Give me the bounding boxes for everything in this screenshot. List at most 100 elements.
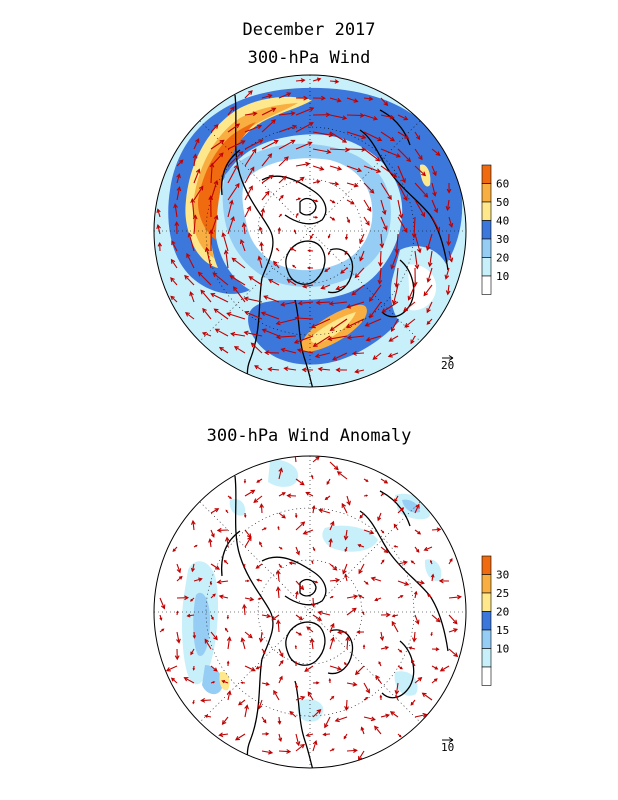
wind-arrow: [346, 607, 357, 616]
wind-arrow-head: [243, 565, 246, 569]
wind-arrow: [312, 740, 317, 752]
wind-arrow: [261, 750, 273, 754]
wind-arrow-head: [398, 734, 402, 738]
wind-arrow: [193, 169, 200, 184]
wind-arrow: [329, 182, 339, 185]
wind-arrow-head: [307, 141, 313, 146]
wind-arrow-head: [250, 489, 256, 495]
wind-arrow: [210, 631, 218, 640]
wind-arrow-head: [426, 308, 431, 314]
wind-arrow: [346, 749, 357, 752]
wind-arrow-head: [344, 236, 349, 241]
wind-arrow-head: [370, 576, 376, 582]
panel2-colorbar-label: 15: [496, 624, 509, 637]
wind-arrow: [174, 204, 178, 218]
wind-arrow-head: [246, 205, 251, 211]
wind-arrow-head: [218, 594, 224, 600]
wind-arrow-head: [204, 246, 210, 252]
wind-arrow-head: [240, 637, 246, 643]
wind-arrow-head: [262, 650, 266, 654]
wind-arrow-head: [393, 545, 397, 548]
wind-arrow-head: [208, 229, 214, 235]
wind-arrow-head: [263, 527, 267, 531]
wind-arrow-head: [212, 593, 216, 597]
wind-arrow-head: [358, 594, 362, 598]
wind-arrow-head: [306, 266, 311, 270]
wind-arrow-head: [263, 295, 269, 300]
wind-arrow: [355, 665, 365, 675]
panel1-colorbar-swatch: [481, 183, 492, 203]
wind-arrow-head: [312, 342, 318, 347]
wind-arrow-head: [357, 755, 363, 761]
wind-arrow: [185, 312, 195, 320]
wind-arrow-head: [387, 195, 392, 201]
panel2-reference-vector: 10: [441, 737, 454, 754]
wind-arrow: [414, 614, 419, 624]
wind-arrow-head: [345, 636, 351, 642]
wind-arrow-head: [281, 492, 286, 496]
wind-arrow: [201, 699, 212, 702]
wind-arrow: [278, 112, 295, 116]
wind-arrow-head: [264, 190, 270, 196]
wind-arrow-head: [264, 350, 270, 356]
wind-arrow: [304, 665, 314, 672]
wind-arrow: [261, 208, 264, 218]
wind-arrow: [414, 233, 421, 253]
wind-arrow: [170, 277, 178, 286]
wind-arrow: [328, 335, 348, 340]
wind-arrow: [176, 631, 180, 643]
wind-arrow-head: [357, 544, 362, 548]
wind-arrow-head: [432, 171, 437, 177]
wind-arrow-head: [360, 726, 365, 731]
wind-arrow-head: [275, 320, 281, 326]
wind-arrow: [342, 563, 348, 574]
wind-arrow-head: [174, 221, 180, 227]
wind-arrow-head: [249, 596, 255, 602]
wind-arrow: [295, 614, 303, 620]
wind-arrow-head: [237, 701, 243, 706]
wind-arrow: [184, 275, 195, 286]
wind-arrow: [244, 529, 252, 538]
wind-arrow-head: [433, 208, 439, 214]
wind-arrow-head: [364, 322, 370, 327]
wind-arrow: [227, 106, 235, 116]
wind-arrow: [404, 318, 416, 328]
panel2-colorbar-label: 30: [496, 569, 509, 582]
wind-arrow-head: [311, 504, 316, 510]
wind-arrow: [312, 456, 320, 463]
wind-arrow: [411, 659, 416, 667]
wind-arrow-head: [283, 156, 289, 162]
wind-arrow: [395, 233, 399, 253]
wind-arrow-head: [306, 626, 311, 631]
wind-arrow-head: [186, 613, 191, 618]
wind-arrow-head: [243, 480, 247, 484]
wind-arrow-head: [293, 229, 297, 233]
wind-arrow-head: [266, 613, 272, 619]
wind-arrow-head: [320, 285, 326, 290]
wind-arrow: [379, 250, 382, 266]
wind-arrow: [227, 216, 235, 235]
wind-arrow: [227, 165, 238, 184]
wind-arrow-head: [344, 573, 348, 578]
wind-arrow-head: [235, 182, 240, 188]
wind-arrow: [395, 267, 399, 287]
wind-arrow: [448, 628, 458, 633]
wind-arrow-head: [337, 629, 343, 635]
panel2-colorbar-label: 20: [496, 606, 509, 619]
wind-arrow-head: [377, 516, 382, 522]
wind-arrow-head: [267, 366, 273, 372]
wind-arrow-head: [330, 636, 335, 642]
wind-arrow-head: [378, 661, 382, 665]
wind-arrow: [448, 216, 453, 228]
wind-arrow: [198, 272, 212, 286]
wind-arrow-head: [215, 565, 221, 570]
wind-arrow: [295, 141, 312, 150]
wind-arrow-head: [344, 549, 348, 553]
wind-arrow-head: [394, 282, 399, 288]
wind-arrow: [363, 182, 375, 194]
wind-arrow-head: [430, 573, 435, 578]
wind-arrow: [414, 713, 427, 718]
wind-arrow-head: [233, 346, 239, 351]
wind-arrow-head: [305, 161, 311, 167]
wind-arrow-head: [219, 139, 225, 145]
